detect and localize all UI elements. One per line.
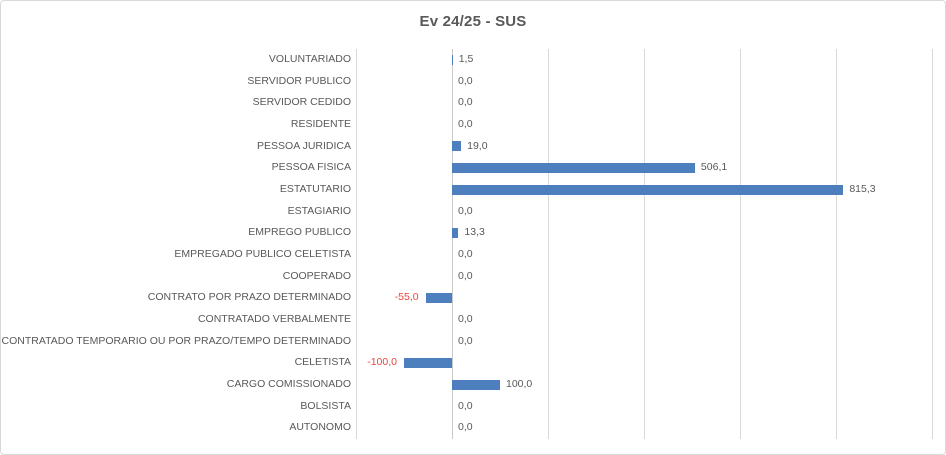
value-label: 0,0 [458, 421, 473, 434]
value-label: 1,5 [458, 53, 474, 65]
value-label: -100,0 [367, 356, 397, 369]
category-label: RESIDENTE [290, 118, 351, 130]
chart-row: CELETISTA -100,0 [1, 352, 945, 374]
value-label: 0,0 [458, 96, 473, 109]
chart-title: Ev 24/25 - SUS [419, 13, 527, 30]
chart-row: RESIDENTE 0,0 [1, 114, 945, 136]
category-label: PESSOA FISICA [271, 161, 351, 174]
category-label: CONTRATADO VERBALMENTE [197, 313, 351, 325]
bar [452, 228, 459, 239]
chart-rows: VOLUNTARIADO 1,5 SERVIDOR PUBLICO 0,0 SERVID… [1, 49, 945, 439]
chart-row: AUTONOMO 0,0 [1, 417, 945, 439]
category-label: CELETISTA [294, 356, 351, 369]
category-label: VOLUNTARIADO [268, 53, 351, 65]
value-label: 0,0 [458, 74, 473, 87]
value-label: 13,3 [464, 226, 485, 239]
gridline [836, 49, 837, 439]
value-axis-line [452, 49, 453, 439]
category-label: PESSOA JURIDICA [257, 139, 351, 152]
value-label: 100,0 [506, 378, 533, 390]
chart-row: BOLSISTA 0,0 [1, 396, 945, 418]
chart-row: SERVIDOR PUBLICO 0,0 [1, 71, 945, 93]
value-label: 0,0 [458, 313, 473, 325]
value-label: 815,3 [849, 183, 876, 195]
category-label: BOLSISTA [300, 399, 351, 412]
category-label: CONTRATO POR PRAZO DETERMINADO [147, 291, 351, 304]
chart-row: ESTATUTARIO 815,3 [1, 179, 945, 201]
gridline [644, 49, 645, 439]
value-label: 0,0 [458, 399, 473, 412]
bar [452, 163, 695, 174]
category-label: ESTATUTARIO [279, 183, 351, 195]
chart-row: COOPERADO 0,0 [1, 266, 945, 288]
value-label: 506,1 [700, 161, 728, 174]
bar [452, 141, 462, 152]
bar [452, 184, 844, 195]
gridline [740, 49, 741, 439]
category-label: SERVIDOR PUBLICO [247, 74, 351, 87]
chart-row: PESSOA JURIDICA 19,0 [1, 136, 945, 158]
chart-row: ESTAGIARIO 0,0 [1, 201, 945, 223]
plot-area [356, 49, 933, 439]
gridline [932, 49, 933, 439]
category-label: AUTONOMO [289, 421, 351, 434]
chart-row: CONTRATO POR PRAZO DETERMINADO -55,0 [1, 287, 945, 309]
chart-row: CONTRATADO VERBALMENTE 0,0 [1, 309, 945, 331]
category-label: EMPREGO PUBLICO [248, 226, 351, 239]
chart-row: EMPREGO PUBLICO 13,3 [1, 222, 945, 244]
gridline [548, 49, 549, 439]
chart-row: CONTRATADO TEMPORARIO OU POR PRAZO/TEMPO… [1, 331, 945, 353]
value-label: 0,0 [458, 248, 473, 260]
value-label: -55,0 [394, 291, 419, 304]
value-label: 0,0 [458, 118, 473, 130]
bar [452, 54, 453, 65]
category-label: SERVIDOR CEDIDO [252, 96, 351, 109]
bar [452, 379, 500, 390]
bar [425, 293, 452, 304]
chart-row: PESSOA FISICA 506,1 [1, 157, 945, 179]
value-label: 0,0 [458, 269, 473, 282]
category-label: CARGO COMISSIONADO [226, 378, 351, 390]
chart-row: CARGO COMISSIONADO 100,0 [1, 374, 945, 396]
chart-row: EMPREGADO PUBLICO CELETISTA 0,0 [1, 244, 945, 266]
bar [404, 358, 452, 369]
category-label: CONTRATADO TEMPORARIO OU POR PRAZO/TEMPO… [1, 334, 351, 347]
gridline [356, 49, 357, 439]
chart-row: SERVIDOR CEDIDO 0,0 [1, 92, 945, 114]
category-label: ESTAGIARIO [287, 204, 351, 217]
value-label: 0,0 [458, 334, 473, 347]
category-label: COOPERADO [282, 269, 351, 282]
chart-row: VOLUNTARIADO 1,5 [1, 49, 945, 71]
value-label: 0,0 [458, 204, 473, 217]
category-label: EMPREGADO PUBLICO CELETISTA [174, 248, 351, 260]
value-label: 19,0 [467, 139, 488, 152]
